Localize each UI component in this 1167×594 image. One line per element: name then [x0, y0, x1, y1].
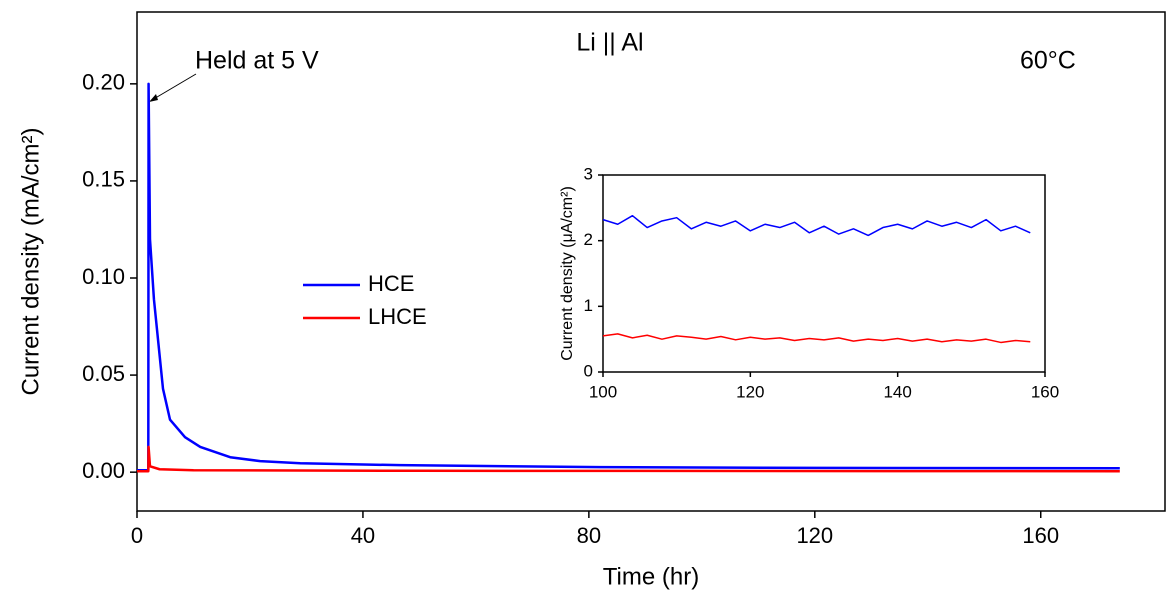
annotation-arrow: [151, 73, 197, 101]
y-tick-label: 0.15: [82, 167, 125, 192]
x-tick-label: 160: [1022, 523, 1059, 548]
x-tick-label: 140: [883, 382, 911, 401]
y-tick-label: 2: [584, 230, 593, 249]
y-axis-label: Current density (μA/cm²): [559, 186, 576, 361]
data-line: [602, 214, 1031, 237]
plot-frame: [136, 11, 1166, 512]
x-tick-label: 40: [351, 523, 375, 548]
x-tick-label: 100: [589, 382, 617, 401]
y-tick-label: 0.05: [82, 361, 125, 386]
x-tick-label: 120: [736, 382, 764, 401]
y-tick-label: 3: [584, 164, 593, 183]
y-tick-label: 0.20: [82, 70, 125, 95]
plot-frame: [602, 174, 1046, 373]
data-line: [137, 82, 1120, 472]
y-tick-label: 1: [584, 296, 593, 315]
chart-title: Li || Al: [576, 29, 643, 57]
annotation: 60°C: [1020, 47, 1076, 75]
y-axis-label: Current density (mA/cm²): [17, 127, 44, 395]
y-tick-label: 0.00: [82, 458, 125, 483]
x-tick-label: 160: [1031, 382, 1059, 401]
legend-label: LHCE: [368, 304, 427, 329]
x-tick-label: 80: [577, 523, 601, 548]
x-tick-label: 120: [796, 523, 833, 548]
y-tick-label: 0.10: [82, 264, 125, 289]
data-line: [602, 333, 1031, 344]
y-tick-label: 0: [584, 361, 593, 380]
x-tick-label: 0: [131, 523, 143, 548]
data-line: [137, 445, 1120, 473]
legend-label: HCE: [368, 271, 414, 296]
x-axis-label: Time (hr): [603, 563, 699, 590]
arrow-head: [149, 94, 158, 102]
annotation: Held at 5 V: [195, 47, 319, 75]
